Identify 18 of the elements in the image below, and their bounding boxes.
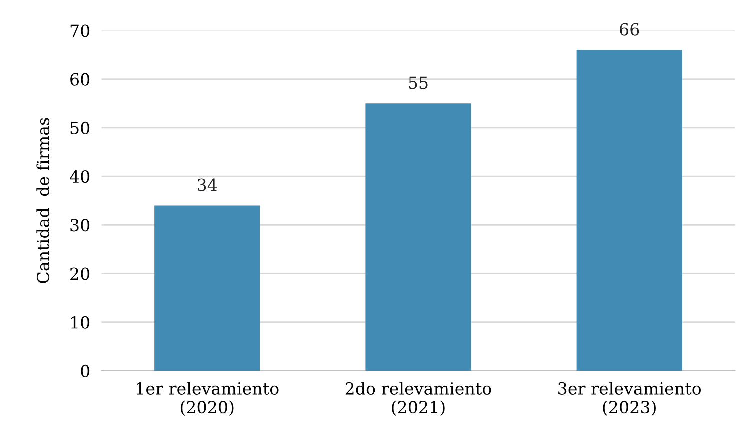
- y-tick-label: 30: [70, 219, 90, 232]
- y-tick-label: 40: [70, 170, 90, 184]
- y-tick-label: 60: [70, 73, 90, 86]
- y-axis-title: Cantidad de firmas: [36, 118, 50, 284]
- y-tick-label: 50: [70, 122, 90, 135]
- data-label: 55: [409, 76, 428, 90]
- x-tick-label: 3er relevamiento (2023): [558, 382, 702, 416]
- data-label: 66: [620, 23, 640, 36]
- y-tick-label: 0: [81, 364, 90, 378]
- x-tick-label: 2do relevamiento (2021): [346, 382, 492, 416]
- bar: [576, 50, 682, 371]
- y-tick-label: 10: [72, 316, 90, 329]
- x-tick-label: 1er relevamiento (2020): [137, 382, 279, 416]
- bar: [154, 206, 260, 371]
- data-label: 34: [198, 178, 218, 192]
- bar: [366, 104, 472, 371]
- y-tick-label: 70: [70, 24, 90, 38]
- y-tick-label: 20: [70, 268, 90, 280]
